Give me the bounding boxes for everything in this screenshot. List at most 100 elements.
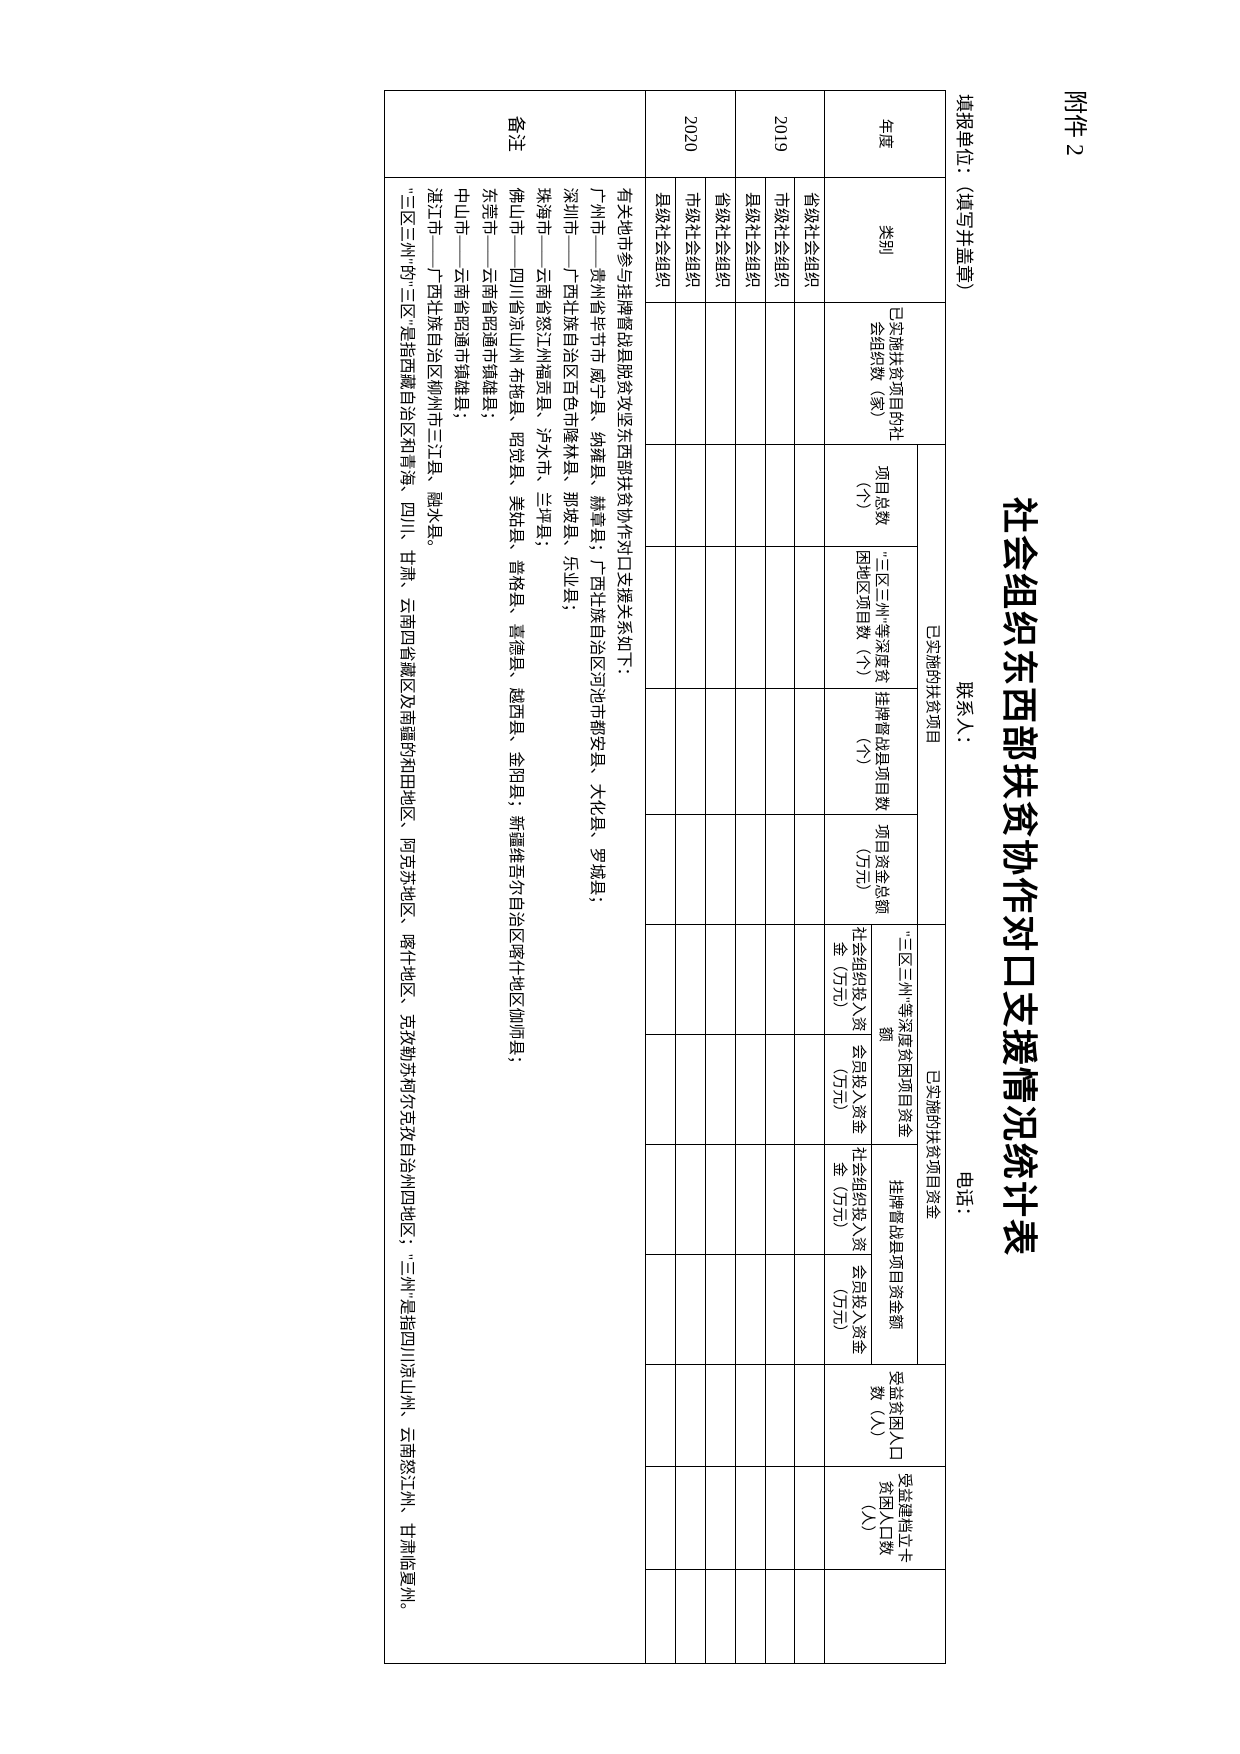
data-cell bbox=[795, 1254, 825, 1364]
data-cell bbox=[676, 303, 706, 445]
data-cell bbox=[795, 1034, 825, 1144]
data-cell bbox=[706, 688, 736, 814]
data-cell bbox=[765, 547, 795, 689]
data-cell bbox=[735, 303, 765, 445]
data-cell bbox=[706, 303, 736, 445]
data-cell bbox=[706, 924, 736, 1034]
remarks-line: "三区三州"的"三区"是指西藏自治区和青海、四川、甘肃、云南四省藏区及南疆的和田… bbox=[393, 188, 420, 1654]
col-three-areas-funds: "三区三州"等深度贫困项目资金额 bbox=[871, 924, 918, 1144]
data-cell bbox=[706, 1569, 736, 1663]
data-cell bbox=[646, 444, 676, 546]
data-cell bbox=[676, 924, 706, 1034]
data-cell bbox=[795, 1144, 825, 1254]
remarks-line: 中山市——云南省昭通市镇雄县； bbox=[447, 188, 474, 1654]
data-cell bbox=[765, 1254, 795, 1364]
col-implemented-funds: 已实施的扶贫项目资金 bbox=[918, 924, 946, 1364]
data-cell bbox=[765, 688, 795, 814]
data-cell bbox=[706, 444, 736, 546]
data-cell bbox=[706, 1365, 736, 1467]
data-cell bbox=[735, 924, 765, 1034]
category-county: 县级社会组织 bbox=[735, 177, 765, 303]
data-cell bbox=[795, 924, 825, 1034]
category-city: 市级社会组织 bbox=[765, 177, 795, 303]
data-cell bbox=[735, 547, 765, 689]
data-cell bbox=[795, 1569, 825, 1663]
col-benefit-card-poor: 受益建档立卡贫困人口数（人） bbox=[825, 1467, 946, 1569]
data-cell bbox=[646, 1365, 676, 1467]
col-year: 年度 bbox=[825, 91, 946, 178]
data-cell bbox=[646, 1034, 676, 1144]
col-category: 类别 bbox=[825, 177, 946, 303]
data-row-2019-city: 市级社会组织 bbox=[765, 91, 795, 1664]
col-implemented-projects: 已实施的扶贫项目 bbox=[918, 444, 946, 924]
data-row-2020-province: 2020 省级社会组织 bbox=[706, 91, 736, 1664]
unit-label: 填报单位：（填写并盖章） bbox=[952, 94, 978, 681]
data-cell bbox=[795, 303, 825, 445]
data-cell bbox=[646, 547, 676, 689]
data-cell bbox=[765, 1144, 795, 1254]
data-cell bbox=[676, 1144, 706, 1254]
data-cell bbox=[765, 1467, 795, 1569]
year-2020: 2020 bbox=[646, 91, 735, 178]
data-cell bbox=[735, 1254, 765, 1364]
data-cell bbox=[676, 444, 706, 546]
category-county: 县级社会组织 bbox=[646, 177, 676, 303]
data-cell bbox=[735, 1467, 765, 1569]
statistics-table: 年度 类别 已实施扶贫项目的社会组织数（家） 已实施的扶贫项目 已实施的扶贫项目… bbox=[384, 90, 946, 1664]
data-cell bbox=[765, 814, 795, 924]
data-cell bbox=[735, 444, 765, 546]
col-funds-total: 项目资金总额（万元） bbox=[825, 814, 918, 924]
data-cell bbox=[735, 1034, 765, 1144]
data-cell bbox=[676, 1034, 706, 1144]
data-cell bbox=[646, 814, 676, 924]
data-cell bbox=[795, 444, 825, 546]
data-cell bbox=[765, 303, 795, 445]
data-cell bbox=[795, 547, 825, 689]
col-listed-supervision: 挂牌督战县项目数（个） bbox=[825, 688, 918, 814]
data-cell bbox=[735, 1569, 765, 1663]
data-cell bbox=[795, 688, 825, 814]
attachment-label: 附件 2 bbox=[1060, 90, 1095, 1664]
data-cell bbox=[765, 444, 795, 546]
col-spacer bbox=[825, 1569, 946, 1663]
form-header-row: 填报单位：（填写并盖章） 联系人： 电话： bbox=[952, 90, 978, 1664]
col-benefit-poor: 受益贫困人口数（人） bbox=[825, 1365, 946, 1467]
remarks-line: 佛山市——四川省凉山州 布拖县、昭觉县、美姑县、普格县、喜德县、越西县、金阳县；… bbox=[502, 188, 529, 1654]
data-cell bbox=[676, 814, 706, 924]
data-cell bbox=[646, 924, 676, 1034]
data-row-2019-province: 2019 省级社会组织 bbox=[795, 91, 825, 1664]
remarks-line: 有关地市参与挂牌督战县脱贫攻坚东西部扶贫协作对口支援关系如下： bbox=[610, 188, 637, 1654]
data-row-2020-county: 县级社会组织 bbox=[646, 91, 676, 1664]
data-cell bbox=[676, 1467, 706, 1569]
data-cell bbox=[646, 1254, 676, 1364]
data-cell bbox=[765, 924, 795, 1034]
col-social-org-input-2: 社会组织投入资金（万元） bbox=[825, 1144, 872, 1254]
remarks-line: 湛江市——广西壮族自治区柳州市三江县、融水县。 bbox=[420, 188, 447, 1654]
remarks-content: 有关地市参与挂牌督战县脱贫攻坚东西部扶贫协作对口支援关系如下： 广州市——贵州省… bbox=[384, 177, 646, 1664]
data-row-2020-city: 市级社会组织 bbox=[676, 91, 706, 1664]
remarks-label: 备注 bbox=[384, 91, 646, 178]
data-cell bbox=[676, 1365, 706, 1467]
data-cell bbox=[795, 1365, 825, 1467]
col-member-input-1: 会员投入资金（万元） bbox=[825, 1034, 872, 1144]
data-cell bbox=[735, 1365, 765, 1467]
data-cell bbox=[706, 1034, 736, 1144]
data-cell bbox=[646, 688, 676, 814]
data-cell bbox=[646, 303, 676, 445]
data-cell bbox=[646, 1569, 676, 1663]
data-row-2019-county: 县级社会组织 bbox=[735, 91, 765, 1664]
col-listed-supervision-funds: 挂牌督战县项目资金额 bbox=[871, 1144, 918, 1364]
page-title: 社会组织东西部扶贫协作对口支援情况统计表 bbox=[996, 90, 1048, 1664]
contact-label: 联系人： bbox=[952, 681, 978, 1170]
data-cell bbox=[646, 1467, 676, 1569]
phone-label: 电话： bbox=[952, 1171, 978, 1660]
header-row-1: 年度 类别 已实施扶贫项目的社会组织数（家） 已实施的扶贫项目 已实施的扶贫项目… bbox=[918, 91, 946, 1664]
data-cell bbox=[676, 1254, 706, 1364]
data-cell bbox=[706, 1254, 736, 1364]
data-cell bbox=[765, 1569, 795, 1663]
page-content: 附件 2 社会组织东西部扶贫协作对口支援情况统计表 填报单位：（填写并盖章） 联… bbox=[145, 90, 1095, 1664]
col-org-count: 已实施扶贫项目的社会组织数（家） bbox=[825, 303, 946, 445]
data-cell bbox=[706, 1144, 736, 1254]
remarks-line: 广州市——贵州省毕节市 威宁县、纳雍县、赫章县；广西壮族自治区河池市都安县、大化… bbox=[583, 188, 610, 1654]
remarks-line: 珠海市——云南省怒江州福贡县、泸水市、兰坪县； bbox=[529, 188, 556, 1654]
